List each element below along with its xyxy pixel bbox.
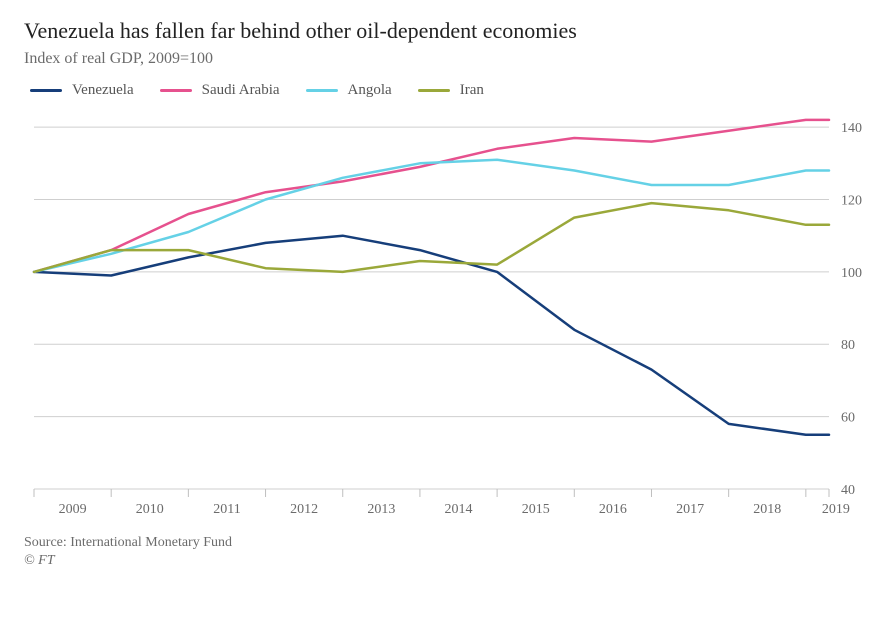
chart-footer: Source: International Monetary Fund © FT [24, 535, 872, 569]
legend-label: Iran [460, 82, 484, 99]
legend-label: Saudi Arabia [202, 82, 280, 99]
source-line: Source: International Monetary Fund [24, 535, 872, 551]
x-axis-label: 2013 [367, 502, 395, 517]
chart-container: { "title": "Venezuela has fallen far beh… [0, 0, 896, 626]
legend-swatch [160, 89, 192, 92]
x-axis-label: 2009 [59, 502, 87, 517]
x-axis-label: 2019 [822, 502, 850, 517]
y-axis-label: 140 [841, 121, 862, 136]
y-axis-label: 60 [841, 411, 855, 426]
chart-title: Venezuela has fallen far behind other oi… [24, 18, 872, 44]
y-axis-label: 40 [841, 483, 855, 498]
x-axis-label: 2012 [290, 502, 318, 517]
x-axis-label: 2010 [136, 502, 164, 517]
legend-item: Venezuela [30, 82, 134, 99]
y-axis-label: 120 [841, 193, 862, 208]
chart-subtitle: Index of real GDP, 2009=100 [24, 50, 872, 68]
x-axis-label: 2015 [522, 502, 550, 517]
series-line [34, 160, 829, 272]
x-axis-label: 2011 [213, 502, 240, 517]
y-axis-label: 100 [841, 266, 862, 281]
chart-svg: 40 60 80 100 120 140 2009 2010 2011 2012 2013 2014 2… [24, 109, 872, 519]
series-line [34, 236, 829, 435]
x-axis-label: 2014 [445, 502, 473, 517]
legend: Venezuela Saudi Arabia Angola Iran [30, 82, 872, 99]
legend-swatch [306, 89, 338, 92]
legend-item: Iran [418, 82, 484, 99]
legend-item: Saudi Arabia [160, 82, 280, 99]
legend-swatch [418, 89, 450, 92]
x-axis-label: 2017 [676, 502, 704, 517]
y-axis-label: 80 [841, 338, 855, 353]
x-axis-label: 2018 [753, 502, 781, 517]
legend-item: Angola [306, 82, 392, 99]
legend-swatch [30, 89, 62, 92]
legend-label: Venezuela [72, 82, 134, 99]
x-axis-label: 2016 [599, 502, 627, 517]
series-line [34, 203, 829, 272]
chart-plot-area: 40 60 80 100 120 140 2009 2010 2011 2012 2013 2014 2… [24, 109, 872, 529]
copyright-line: © FT [24, 553, 872, 569]
legend-label: Angola [348, 82, 392, 99]
